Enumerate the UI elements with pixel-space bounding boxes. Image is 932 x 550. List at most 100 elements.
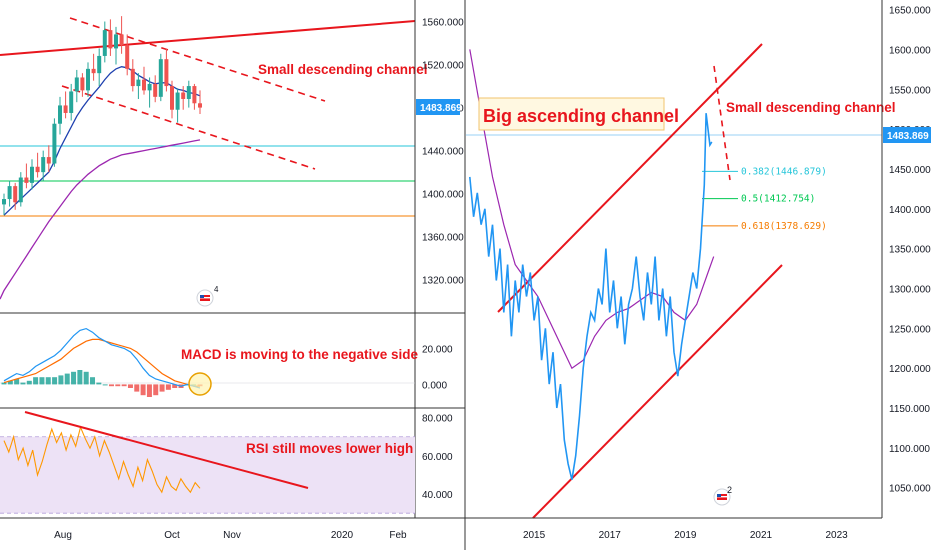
macd-histogram-bar bbox=[96, 382, 102, 385]
annotation-macd: MACD is moving to the negative side bbox=[181, 347, 419, 362]
right-ma-line bbox=[469, 49, 715, 370]
fib-level-label: 0.382(1446.879) bbox=[741, 166, 827, 177]
left-price-tick: 1520.000 bbox=[422, 61, 464, 72]
rsi-pane: RSI still moves lower high bbox=[0, 411, 415, 514]
macd-histogram-bar bbox=[58, 375, 64, 385]
left-last-price-label: 1483.869 bbox=[420, 103, 462, 114]
macd-histogram-bar bbox=[64, 373, 70, 385]
candle-body bbox=[164, 59, 169, 87]
left-price-tick: 1400.000 bbox=[422, 190, 464, 201]
macd-histogram-bar bbox=[39, 377, 45, 385]
annotation-big-ascending-channel: Big ascending channel bbox=[483, 106, 679, 126]
macd-histogram-bar bbox=[172, 384, 178, 388]
candlestick-pane: Small descending channel 4 bbox=[0, 16, 428, 307]
rsi-axis-tick: 80.000 bbox=[422, 414, 453, 425]
macd-histogram-bar bbox=[83, 371, 89, 385]
macd-histogram-bar bbox=[14, 379, 20, 385]
macd-histogram-bar bbox=[146, 384, 152, 397]
right-last-price-badge bbox=[883, 127, 931, 143]
candles-group bbox=[2, 16, 202, 216]
candle-body bbox=[142, 79, 146, 91]
rsi-axis-tick: 60.000 bbox=[422, 452, 453, 463]
right-price-tick: 1250.000 bbox=[889, 324, 931, 335]
right-price-tick: 1300.000 bbox=[889, 284, 931, 295]
ma-slow-path bbox=[0, 139, 201, 300]
fib-level-label: 0.5(1412.754) bbox=[741, 194, 815, 205]
right-price-axis: 1650.0001600.0001550.0001500.0001450.000… bbox=[889, 6, 931, 495]
macd-histogram-bar bbox=[134, 384, 140, 392]
right-price-tick: 1600.000 bbox=[889, 45, 931, 56]
right-price-tick: 1150.000 bbox=[889, 404, 930, 415]
candle-body bbox=[63, 105, 68, 113]
candle-body bbox=[198, 103, 202, 108]
macd-main-line bbox=[3, 327, 201, 389]
channel-lower-dashed bbox=[61, 85, 316, 170]
candle-body bbox=[30, 166, 34, 183]
right-time-tick: 2017 bbox=[599, 530, 622, 541]
macd-highlight-circle bbox=[188, 372, 212, 396]
candle-body bbox=[108, 30, 113, 49]
right-price-tick: 1650.000 bbox=[889, 6, 931, 17]
right-price-tick: 1450.000 bbox=[889, 165, 931, 176]
candle-body bbox=[125, 45, 130, 69]
candle-body bbox=[74, 77, 79, 92]
macd-histogram-bar bbox=[52, 377, 58, 385]
candle-body bbox=[2, 199, 6, 205]
candle-body bbox=[181, 92, 186, 99]
macd-axis: 20.000 0.000 bbox=[422, 344, 453, 391]
macd-histogram-bar bbox=[33, 377, 39, 385]
candle-body bbox=[86, 68, 90, 91]
macd-histogram-bar bbox=[71, 371, 77, 385]
right-time-axis: 2015 2017 2019 2021 2023 bbox=[523, 530, 848, 541]
macd-histogram-bar bbox=[90, 377, 96, 385]
macd-axis-tick: 0.000 bbox=[422, 380, 447, 391]
annotation-rsi: RSI still moves lower high bbox=[246, 441, 413, 456]
macd-histogram bbox=[1, 370, 203, 397]
candle-body bbox=[58, 105, 62, 124]
macd-histogram-bar bbox=[108, 384, 114, 387]
rsi-lower-high-trendline bbox=[24, 411, 309, 489]
fibonacci-levels: 0.382(1446.879) 0.5(1412.754) 0.618(1378.6… bbox=[702, 166, 827, 232]
candle-body bbox=[69, 91, 74, 113]
candle-body bbox=[97, 55, 102, 74]
flag-badge-count: 2 bbox=[727, 485, 732, 495]
annotation-small-descending-channel-right: Small descending channel bbox=[726, 100, 896, 115]
left-price-tick: 1440.000 bbox=[422, 147, 464, 158]
candle-body bbox=[13, 186, 18, 203]
tradingview-flag-icon[interactable] bbox=[196, 289, 214, 307]
right-price-path bbox=[469, 113, 713, 480]
rsi-axis-tick: 40.000 bbox=[422, 490, 453, 501]
candle-body bbox=[52, 123, 57, 164]
macd-signal-line bbox=[3, 338, 200, 387]
candle-body bbox=[153, 83, 158, 97]
candle-body bbox=[170, 86, 174, 110]
right-price-tick: 1350.000 bbox=[889, 245, 931, 256]
left-price-tick: 1560.000 bbox=[422, 18, 464, 29]
candle-body bbox=[18, 177, 23, 203]
candle-body bbox=[7, 186, 12, 200]
left-price-axis: 1560.0001520.0001480.0001440.0001400.000… bbox=[422, 18, 464, 287]
left-price-tick: 1320.000 bbox=[422, 276, 464, 287]
long-term-line-pane: 0.382(1446.879) 0.5(1412.754) 0.618(1378.6… bbox=[466, 43, 896, 519]
candle-body bbox=[192, 86, 197, 104]
right-price-tick: 1550.000 bbox=[889, 85, 931, 96]
macd-histogram-bar bbox=[159, 384, 165, 392]
candle-body bbox=[24, 177, 29, 183]
candle-body bbox=[80, 77, 85, 91]
candle-body bbox=[35, 166, 40, 173]
tradingview-flag-icon[interactable] bbox=[713, 488, 731, 506]
rsi-band bbox=[0, 436, 415, 514]
candle-body bbox=[175, 92, 180, 110]
candle-body bbox=[136, 79, 141, 87]
ascending-channel-upper bbox=[497, 43, 763, 313]
left-time-tick: Feb bbox=[389, 530, 407, 541]
candle-body bbox=[114, 34, 118, 49]
macd-main-path bbox=[3, 327, 201, 389]
rsi-axis: 80.000 60.000 40.000 bbox=[422, 414, 453, 501]
annotation-small-descending-channel: Small descending channel bbox=[258, 62, 428, 77]
macd-histogram-bar bbox=[20, 382, 26, 385]
channel-upper-dashed bbox=[69, 17, 326, 102]
fib-level-label: 0.618(1378.629) bbox=[741, 221, 827, 232]
right-time-tick: 2021 bbox=[750, 530, 773, 541]
